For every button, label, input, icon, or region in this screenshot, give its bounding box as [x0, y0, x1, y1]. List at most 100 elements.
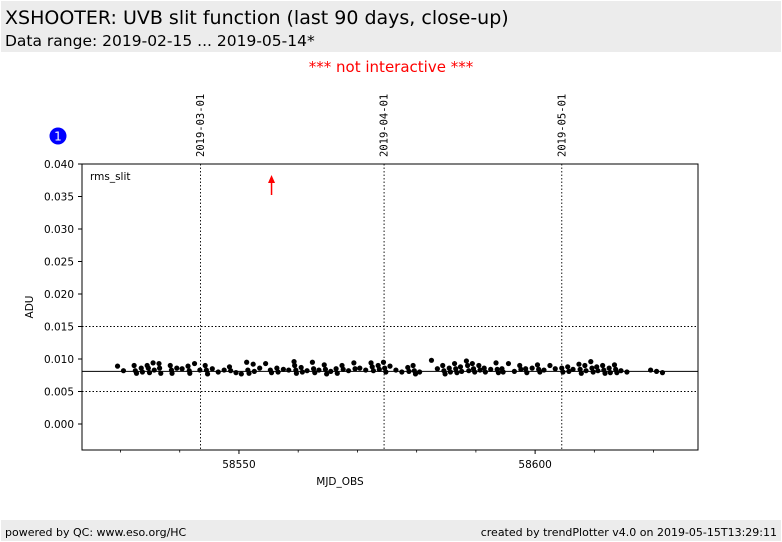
data-point-106	[472, 369, 478, 375]
data-point-45	[275, 369, 281, 375]
data-point-57	[312, 370, 318, 376]
data-point-59	[321, 362, 327, 368]
header: XSHOOTER: UVB slit function (last 90 day…	[1, 1, 781, 52]
data-point-124	[534, 362, 541, 368]
data-point-148	[606, 365, 612, 371]
data-point-123	[529, 365, 535, 371]
data-point-37	[246, 370, 252, 376]
data-point-58	[316, 367, 322, 373]
data-point-28	[209, 366, 215, 372]
data-point-102	[464, 362, 471, 369]
legend-label: rms_slit	[90, 171, 131, 183]
data-point-62	[328, 368, 334, 374]
data-point-142	[590, 369, 596, 375]
data-point-29	[215, 369, 221, 375]
y-tick-label-3: 0.015	[44, 322, 74, 334]
data-point-101	[463, 358, 470, 364]
data-point-20	[185, 363, 191, 369]
footer-created-by: created by trendPlotter v4.0 on 2019-05-…	[480, 526, 777, 539]
data-point-104	[469, 360, 475, 367]
data-point-83	[405, 364, 411, 371]
data-point-96	[451, 360, 458, 367]
data-point-15	[167, 362, 173, 369]
data-point-12	[156, 360, 162, 367]
data-point-93	[442, 371, 448, 377]
y-tick-label-4: 0.020	[44, 289, 74, 301]
data-point-90	[434, 366, 440, 372]
data-point-51	[293, 370, 300, 376]
badge-number: 1	[54, 130, 62, 144]
data-point-87	[412, 371, 419, 377]
data-point-91	[440, 362, 446, 369]
y-tick-label-6: 0.030	[44, 224, 74, 236]
data-point-33	[233, 370, 239, 376]
data-point-147	[602, 370, 608, 376]
data-point-66	[340, 366, 346, 372]
data-point-65	[339, 362, 345, 369]
data-point-69	[352, 366, 358, 372]
data-point-25	[202, 362, 208, 369]
data-point-47	[286, 367, 292, 373]
data-point-10	[150, 360, 156, 366]
data-point-120	[518, 366, 524, 372]
data-point-9	[146, 370, 153, 376]
data-point-132	[565, 364, 571, 370]
data-point-149	[607, 370, 613, 376]
y-axis-label: ADU	[24, 296, 36, 319]
data-point-32	[228, 368, 234, 374]
x-axis-label: MJD_OBS	[316, 476, 364, 488]
data-point-100	[459, 368, 465, 374]
data-point-107	[476, 362, 482, 369]
y-tick-label-2: 0.010	[44, 354, 74, 366]
data-point-26	[203, 367, 209, 373]
data-point-13	[156, 365, 163, 371]
data-point-73	[369, 364, 375, 370]
data-point-81	[393, 367, 399, 373]
x-tick-label-0: 58550	[222, 459, 255, 471]
data-point-72	[368, 360, 374, 366]
data-point-95	[447, 369, 454, 375]
data-point-46	[280, 366, 286, 372]
x-tick-label-1: 58600	[518, 459, 551, 471]
data-point-44	[274, 365, 280, 371]
data-point-103	[466, 368, 472, 374]
data-point-134	[570, 366, 576, 372]
data-point-41	[263, 360, 269, 367]
y-tick-label-5: 0.025	[44, 257, 74, 269]
data-point-143	[594, 364, 600, 370]
data-point-79	[383, 369, 389, 375]
data-point-156	[653, 368, 660, 374]
data-point-135	[576, 361, 582, 367]
data-point-70	[357, 365, 363, 371]
data-point-54	[304, 368, 310, 374]
data-point-157	[659, 370, 666, 376]
y-tick-label-1: 0.005	[44, 387, 74, 399]
data-point-154	[624, 369, 630, 375]
data-point-27	[204, 371, 211, 377]
data-point-145	[600, 362, 606, 369]
data-point-19	[179, 366, 185, 372]
data-point-14	[158, 370, 164, 376]
data-point-30	[221, 367, 227, 373]
footer-powered-by[interactable]: powered by QC: www.eso.org/HC	[5, 526, 187, 539]
data-point-155	[648, 367, 654, 373]
data-point-2	[131, 362, 137, 369]
data-point-63	[333, 366, 339, 372]
data-point-122	[524, 370, 530, 376]
data-point-121	[523, 366, 529, 372]
data-point-23	[191, 360, 198, 367]
data-point-17	[169, 370, 175, 376]
data-point-85	[410, 362, 416, 369]
data-point-31	[226, 364, 233, 370]
data-point-24	[197, 367, 203, 373]
data-point-67	[345, 368, 352, 374]
data-point-118	[511, 368, 517, 374]
data-range: Data range: 2019-02-15 ... 2019-05-14*	[5, 32, 315, 50]
data-point-68	[351, 360, 357, 366]
data-point-137	[578, 370, 584, 376]
data-point-153	[618, 368, 624, 374]
data-point-55	[309, 359, 316, 365]
data-point-22	[187, 370, 193, 376]
data-point-38	[250, 361, 256, 367]
date-label-2: 2019-05-01	[556, 94, 568, 157]
